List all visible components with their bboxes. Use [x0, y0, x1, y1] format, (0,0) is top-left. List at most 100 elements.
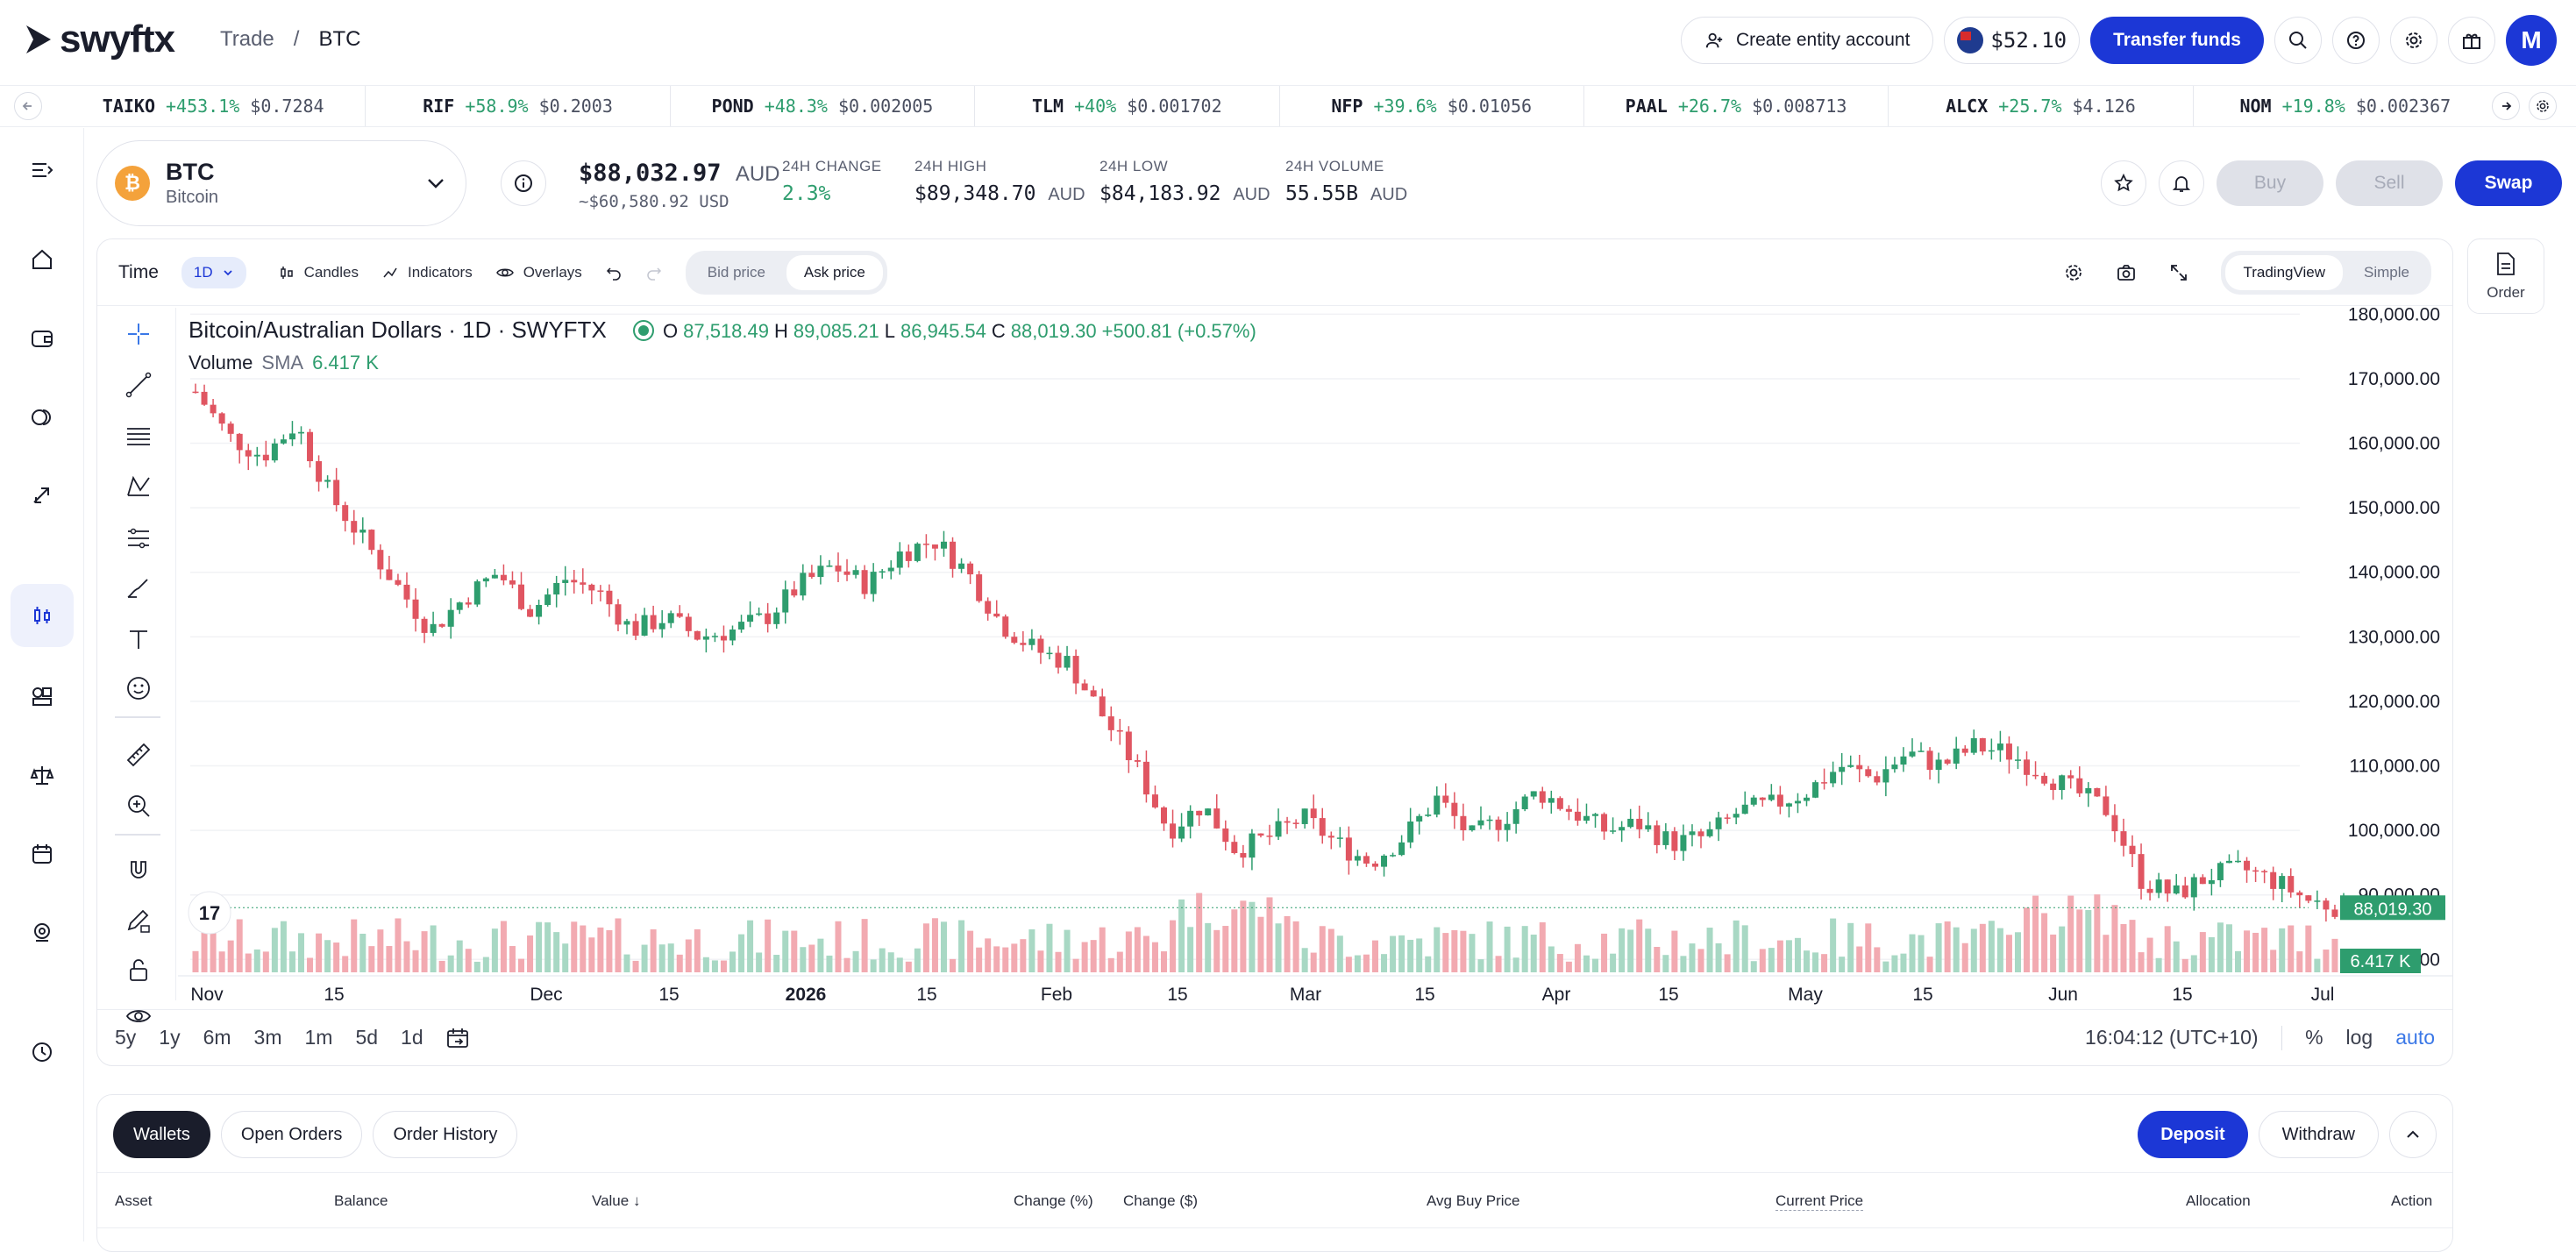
- col-balance[interactable]: Balance: [334, 1192, 388, 1209]
- buy-button[interactable]: Buy: [2217, 160, 2323, 206]
- volume-bar: [2103, 935, 2110, 972]
- col-change-dollar[interactable]: Change ($): [1123, 1192, 1199, 1209]
- col-asset[interactable]: Asset: [115, 1192, 153, 1209]
- sidebar-item-tax[interactable]: [11, 743, 74, 807]
- candles-button[interactable]: Candles: [278, 264, 359, 281]
- range-button-5y[interactable]: 5y: [115, 1026, 137, 1049]
- measure-tool[interactable]: [121, 737, 156, 772]
- swyftx-logo[interactable]: swyftx: [25, 18, 175, 61]
- camera-icon[interactable]: [2116, 262, 2137, 283]
- lock-drawings-tool[interactable]: [121, 953, 156, 988]
- price-usd: ~$60,580.92 USD: [579, 192, 729, 211]
- sidebar-item-swap[interactable]: [11, 465, 74, 528]
- col-action[interactable]: Action: [2391, 1192, 2433, 1209]
- tab-open-orders[interactable]: Open Orders: [220, 1111, 363, 1158]
- volume-bar: [2296, 951, 2303, 972]
- ticker-item[interactable]: POND +48.3% $0.002005: [671, 86, 976, 126]
- ask-price-option[interactable]: Ask price: [786, 254, 883, 290]
- range-button-1m[interactable]: 1m: [304, 1026, 333, 1049]
- col-allocation[interactable]: Allocation: [2186, 1192, 2251, 1209]
- ticker-item[interactable]: NOM +19.8% $0.002367: [2194, 86, 2497, 126]
- swap-button[interactable]: Swap: [2455, 160, 2562, 206]
- range-button-6m[interactable]: 6m: [203, 1026, 231, 1049]
- range-button-5d[interactable]: 5d: [355, 1026, 379, 1049]
- sidebar-item-assets[interactable]: [11, 386, 74, 449]
- sidebar-item-wallet[interactable]: [11, 307, 74, 370]
- ticker-item[interactable]: NFP +39.6% $0.01056: [1280, 86, 1584, 126]
- emoji-tool[interactable]: [121, 671, 156, 706]
- col-current-price[interactable]: Current Price: [1775, 1192, 1864, 1211]
- price-alert-button[interactable]: [2159, 160, 2204, 206]
- collapse-panel-button[interactable]: [2389, 1111, 2437, 1158]
- create-entity-button[interactable]: Create entity account: [1680, 17, 1934, 64]
- magnet-tool[interactable]: [121, 853, 156, 888]
- ticker-item[interactable]: ALCX +25.7% $4.126: [1889, 86, 2194, 126]
- simple-option[interactable]: Simple: [2364, 263, 2409, 281]
- bid-price-option[interactable]: Bid price: [707, 263, 765, 281]
- col-avg-buy-price[interactable]: Avg Buy Price: [1427, 1192, 1520, 1209]
- volume-bar: [1151, 942, 1158, 972]
- col-change-pct[interactable]: Change (%): [1014, 1192, 1093, 1209]
- rewards-button[interactable]: [2448, 17, 2495, 64]
- indicators-button[interactable]: Indicators: [381, 264, 473, 281]
- ticker-item[interactable]: PAAL +26.7% $0.008713: [1584, 86, 1889, 126]
- sidebar-item-recurring[interactable]: [11, 822, 74, 886]
- ticker-item[interactable]: RIF +58.9% $0.2003: [366, 86, 671, 126]
- ticker-prev-button[interactable]: [14, 92, 42, 120]
- chart-settings-icon[interactable]: [2063, 262, 2084, 283]
- stay-drawing-tool[interactable]: [121, 904, 156, 939]
- favourite-button[interactable]: [2101, 160, 2146, 206]
- sidebar-item-home[interactable]: [11, 228, 74, 291]
- col-value[interactable]: Value ↓: [592, 1192, 641, 1209]
- fib-tool[interactable]: [121, 418, 156, 453]
- log-scale-button[interactable]: log: [2345, 1026, 2373, 1049]
- settings-button[interactable]: [2390, 17, 2437, 64]
- undo-icon[interactable]: [605, 264, 623, 281]
- percent-scale-button[interactable]: %: [2305, 1026, 2323, 1049]
- date-range-icon[interactable]: [445, 1025, 471, 1051]
- sidebar-item-history[interactable]: [11, 1021, 74, 1084]
- sidebar-collapse-toggle[interactable]: [11, 139, 74, 202]
- range-button-1y[interactable]: 1y: [159, 1026, 181, 1049]
- tab-wallets[interactable]: Wallets: [113, 1111, 210, 1158]
- auto-scale-button[interactable]: auto: [2395, 1026, 2435, 1049]
- range-button-3m[interactable]: 3m: [253, 1026, 282, 1049]
- pattern-tool[interactable]: [121, 469, 156, 504]
- ticker-item[interactable]: TAIKO +453.1% $0.7284: [61, 86, 366, 126]
- crosshair-tool[interactable]: [121, 317, 156, 352]
- search-button[interactable]: [2274, 17, 2322, 64]
- help-button[interactable]: [2332, 17, 2380, 64]
- sidebar-item-portfolio[interactable]: [11, 665, 74, 728]
- zoom-tool[interactable]: [121, 788, 156, 823]
- asset-selector[interactable]: ₿ BTC Bitcoin: [96, 140, 466, 226]
- ticker-item[interactable]: TLM +40% $0.001702: [975, 86, 1280, 126]
- range-button-1d[interactable]: 1d: [401, 1026, 423, 1049]
- brush-tool[interactable]: [121, 571, 156, 606]
- order-panel-tab[interactable]: Order: [2467, 238, 2544, 314]
- tradingview-option[interactable]: TradingView: [2225, 254, 2344, 290]
- user-avatar[interactable]: M: [2506, 15, 2557, 66]
- deposit-button[interactable]: Deposit: [2138, 1111, 2248, 1158]
- tab-order-history[interactable]: Order History: [373, 1111, 518, 1158]
- interval-select[interactable]: 1D: [181, 256, 246, 288]
- redo-icon[interactable]: [645, 264, 663, 281]
- overlays-button[interactable]: Overlays: [495, 264, 582, 281]
- fullscreen-icon[interactable]: [2168, 262, 2189, 283]
- transfer-funds-button[interactable]: Transfer funds: [2090, 17, 2264, 64]
- asset-info-button[interactable]: [501, 160, 546, 206]
- sidebar-item-earn[interactable]: [11, 901, 74, 964]
- ticker-settings-button[interactable]: [2529, 92, 2557, 120]
- sidebar-item-trade[interactable]: [11, 584, 74, 647]
- sell-button[interactable]: Sell: [2336, 160, 2443, 206]
- candle-body: [2208, 879, 2215, 885]
- trendline-tool[interactable]: [121, 367, 156, 402]
- text-tool[interactable]: [121, 622, 156, 657]
- candle-body: [1116, 729, 1123, 732]
- balance-display[interactable]: $52.10: [1944, 17, 2081, 64]
- hide-drawings-tool[interactable]: [121, 1000, 156, 1035]
- withdraw-button[interactable]: Withdraw: [2258, 1111, 2379, 1158]
- breadcrumb-trade[interactable]: Trade: [219, 27, 274, 51]
- projection-tool[interactable]: [121, 520, 156, 555]
- ticker-next-button[interactable]: [2492, 92, 2520, 120]
- price-chart[interactable]: 180,000.00 170,000.00 160,000.00 150,000.00…: [178, 308, 2452, 1009]
